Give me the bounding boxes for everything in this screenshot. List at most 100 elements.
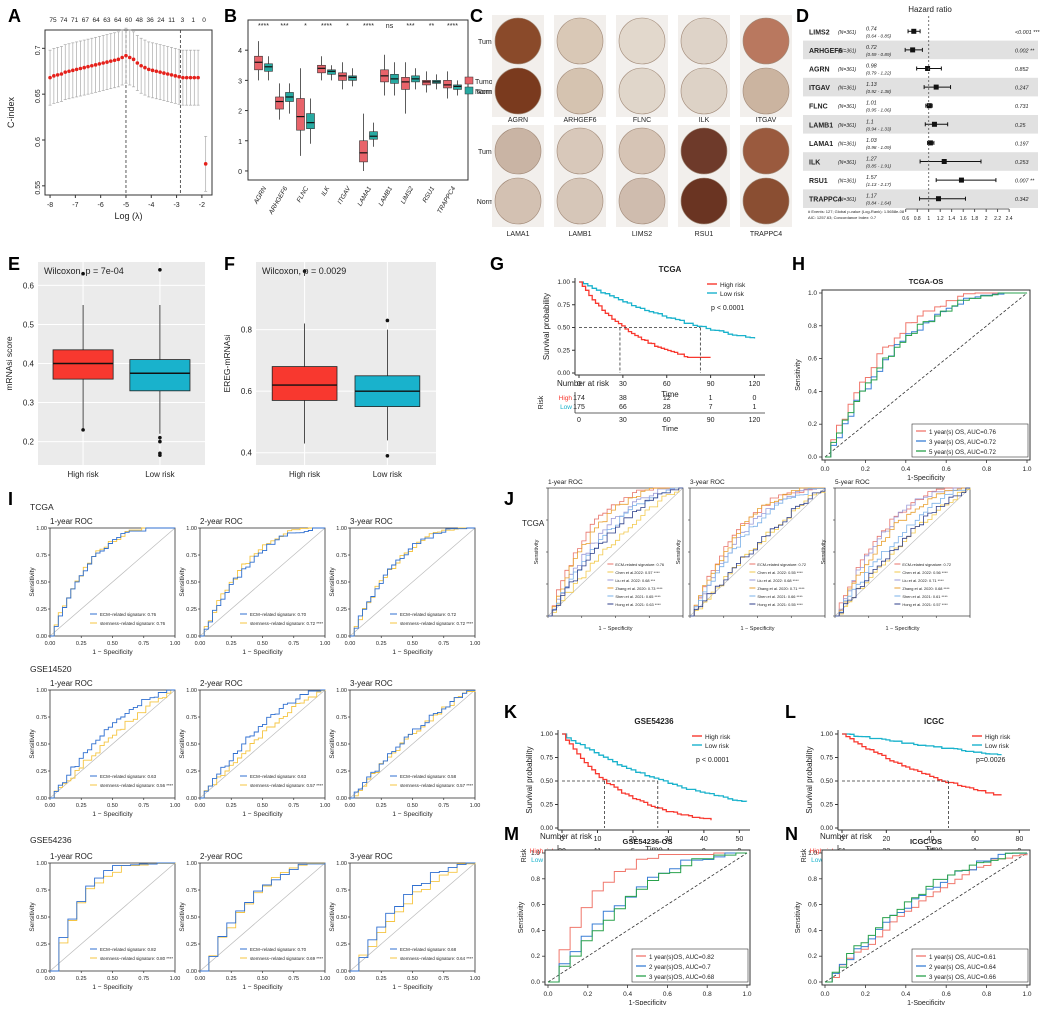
panel-n: 0.00.0 0.2 0.2 0.4 0.4 0.6 0.6 0.8 0.8 1.0 1.0 ICGC…	[795, 837, 1032, 1007]
roc-curve-ecm	[50, 527, 175, 637]
top-axis-label: 3	[181, 17, 185, 24]
roc-curve	[835, 487, 970, 617]
hr-point	[925, 66, 931, 71]
significance-label: ****	[363, 23, 374, 30]
row-label: Tumor	[478, 149, 499, 156]
y-tick-label: 0.50	[336, 742, 347, 748]
x-tick-label: 1.00	[170, 641, 181, 647]
roc-title: 2-year ROC	[200, 679, 243, 688]
x-tick-label: 0.6	[663, 991, 672, 998]
significance-label: ****	[447, 23, 458, 30]
col-label: ITGAV	[756, 117, 777, 124]
legend-label: ECM-related signature: 0.72	[757, 562, 806, 567]
box-normal	[264, 63, 273, 72]
tissue-core	[494, 17, 542, 65]
y-tick-label: 4	[238, 48, 242, 55]
top-axis-label: 67	[82, 17, 90, 24]
box-tumor	[254, 55, 263, 71]
y-tick-label: 0.50	[186, 915, 197, 921]
hr-label: 1.01	[866, 101, 877, 107]
data-point	[52, 74, 56, 78]
risk-count: 1	[753, 404, 757, 411]
tissue-core	[618, 17, 666, 65]
x-tick-label: 0.0	[543, 991, 552, 998]
panel-f: 0.4 0.6 0.8 High risk Low risk Wilcoxon, p = …	[222, 262, 436, 479]
roc-title: 3-year ROC	[350, 852, 393, 861]
x-tick-label: FLNC	[296, 185, 311, 203]
y-tick-label: 0.65	[35, 89, 42, 103]
box-normal	[369, 131, 378, 140]
legend-label: Zhang et al. 2020: 0.68 ****	[902, 586, 950, 591]
box-tumor	[296, 98, 305, 131]
y-tick-label: 0.0	[808, 979, 817, 986]
y-tick-label: 0.50	[186, 580, 197, 586]
y-axis-title: Sensitivity	[329, 902, 336, 932]
panel-letter-D: D	[796, 6, 809, 26]
box-tumor	[443, 80, 452, 89]
x-tick-label: 0.6	[902, 216, 909, 222]
x-tick-label: Low risk	[145, 470, 175, 479]
n-label: (N=361)	[838, 160, 857, 166]
legend-label-high: High risk	[985, 734, 1011, 741]
y-tick-label: 1.0	[808, 850, 817, 857]
legend-label: stemness−related signature: 0.64 ****	[400, 956, 473, 961]
roc-curve-ecm	[200, 527, 325, 637]
data-point	[203, 162, 208, 166]
risk-x-title: Time	[662, 424, 678, 433]
panel-letter-J: J	[504, 489, 514, 509]
legend-label: 1 year(s) OS, AUC=0.76	[929, 429, 996, 436]
gene-label: RSU1	[809, 178, 828, 185]
x-tick-label: High risk	[289, 470, 321, 479]
x-axis-title: 1 − Specificity	[598, 626, 632, 632]
data-point	[55, 73, 60, 77]
legend-label: stemness−related signature: 0.76	[100, 621, 166, 626]
roc-curve	[690, 487, 825, 617]
legend-label: Chen et al.2022: 0.57 ****	[615, 570, 660, 575]
y-tick-label: 0.00	[336, 634, 347, 640]
y-tick-label: 0.8	[241, 326, 253, 335]
data-point	[135, 61, 140, 65]
panel-letter-C: C	[470, 6, 483, 26]
box	[52, 349, 114, 380]
y-tick-label: 0.00	[820, 825, 833, 832]
legend-swatch-tumor	[464, 76, 474, 85]
hr-label: 0.74	[866, 26, 877, 32]
tissue-core	[680, 67, 728, 115]
y-axis-title: Sensitivity	[29, 902, 36, 932]
n-label: (N=361)	[838, 67, 857, 73]
x-tick-label: 0.25	[376, 641, 387, 647]
data-point	[78, 66, 83, 71]
footer-text: # Events: 127; Global p-value (Log-Rank)…	[808, 209, 905, 214]
data-point	[48, 75, 52, 80]
box-tumor	[317, 64, 326, 74]
x-tick-label: 1.0	[1022, 466, 1031, 473]
x-tick-label: -2	[199, 202, 205, 209]
p-value: p < 0.0001	[696, 757, 729, 764]
x-tick-label: 1.00	[470, 641, 481, 647]
legend-label: 1 year(s) OS, AUC=0.61	[929, 954, 996, 961]
x-tick-label: 0.75	[288, 976, 299, 982]
x-tick-label: 0.0	[820, 466, 829, 473]
significance-label: ***	[406, 23, 414, 30]
y-tick-label: 0.3	[23, 399, 35, 408]
x-tick-label: 1.00	[170, 803, 181, 809]
risk-count: 0	[753, 395, 757, 402]
x-tick-label: 20	[882, 836, 890, 843]
roc-curve-stemness	[50, 689, 175, 799]
tissue-core	[618, 127, 666, 175]
x-axis-title: 1 − Specificity	[92, 649, 133, 656]
panel-letter-F: F	[224, 254, 235, 274]
box-tumor	[359, 140, 368, 163]
x-tick-label: 0	[840, 836, 844, 843]
panel-letter-K: K	[504, 702, 517, 722]
roc-curve	[548, 487, 683, 617]
risk-label: Risk	[538, 395, 545, 409]
roc-title: 3-year ROC	[350, 517, 393, 526]
box-normal	[348, 75, 357, 81]
y-tick-label: 0.50	[820, 778, 833, 785]
roc-curve-ecm	[200, 863, 326, 972]
y-tick-label: 0.00	[336, 796, 347, 802]
roc-title: TCGA-OS	[909, 277, 944, 286]
y-tick-label: 0.75	[820, 755, 833, 762]
